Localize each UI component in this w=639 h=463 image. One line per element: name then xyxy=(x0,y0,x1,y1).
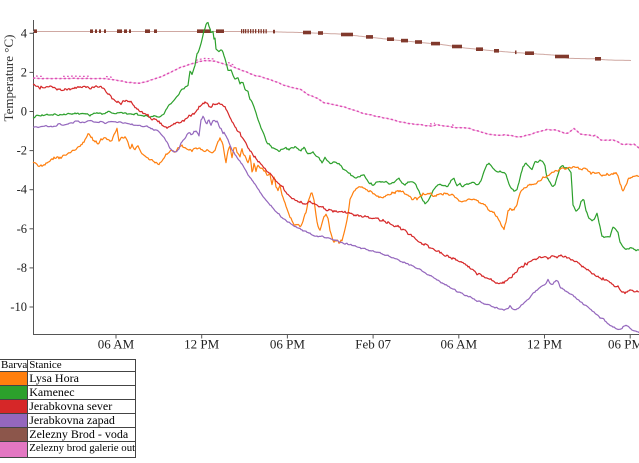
svg-text:-6: -6 xyxy=(17,222,27,236)
svg-text:0: 0 xyxy=(21,105,27,119)
svg-text:06 AM: 06 AM xyxy=(441,337,478,352)
svg-text:06 PM: 06 PM xyxy=(608,337,639,352)
svg-text:06 AM: 06 AM xyxy=(98,337,135,352)
svg-text:06 PM: 06 PM xyxy=(270,337,305,352)
svg-text:Feb 07: Feb 07 xyxy=(355,337,391,352)
svg-text:-2: -2 xyxy=(17,144,27,158)
svg-text:12 PM: 12 PM xyxy=(184,337,219,352)
svg-text:-4: -4 xyxy=(17,183,28,197)
svg-text:Temperature °C): Temperature °C) xyxy=(1,35,16,122)
svg-text:12 PM: 12 PM xyxy=(527,337,562,352)
svg-text:-8: -8 xyxy=(17,261,27,275)
svg-text:4: 4 xyxy=(21,26,28,40)
svg-text:-10: -10 xyxy=(10,300,27,314)
svg-text:2: 2 xyxy=(21,65,27,79)
